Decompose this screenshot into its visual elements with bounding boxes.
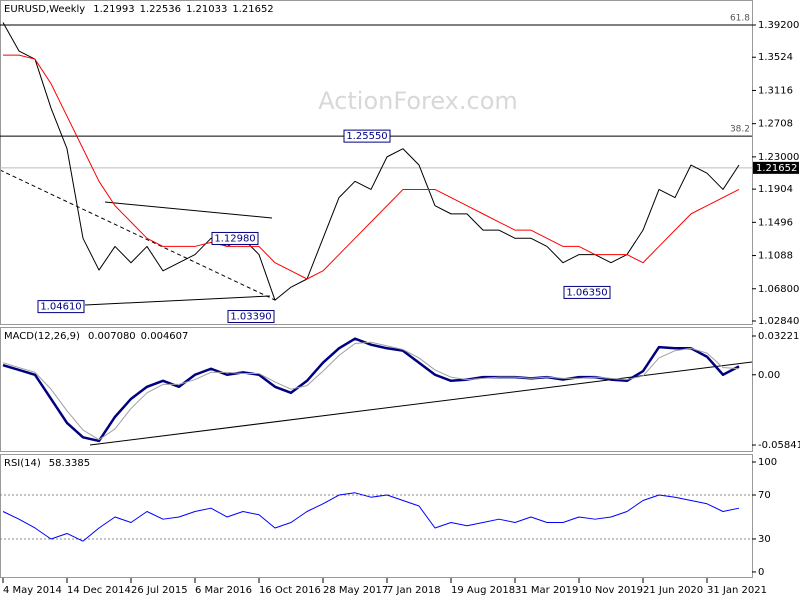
series-line bbox=[2, 492, 740, 542]
fib-label: 61.8 bbox=[730, 13, 750, 23]
last-price-label: 1.21652 bbox=[756, 163, 797, 174]
y-tick-label: 0 bbox=[758, 567, 764, 578]
trendline bbox=[0, 169, 276, 301]
price-annotation-box bbox=[563, 285, 611, 299]
y-tick-label: 1.23000 bbox=[758, 152, 799, 163]
y-tick-label: 1.39200 bbox=[758, 20, 799, 31]
trendline bbox=[104, 201, 273, 219]
x-tick-label: 21 Jun 2020 bbox=[643, 585, 703, 596]
header-value: 1.22536 bbox=[140, 4, 181, 15]
price-annotation: 1.04610 bbox=[40, 302, 81, 313]
price-annotation: 1.12980 bbox=[214, 233, 255, 244]
price-annotation: 1.06350 bbox=[566, 287, 607, 298]
x-tick-label: 16 Oct 2016 bbox=[259, 585, 321, 596]
header-value: 0.004607 bbox=[141, 331, 189, 342]
header-value: 1.21033 bbox=[186, 4, 227, 15]
panel-frame bbox=[0, 454, 753, 578]
panel-title: MACD(12,26,9) bbox=[4, 331, 80, 342]
series-line bbox=[2, 337, 740, 443]
y-tick-label: 1.06800 bbox=[758, 284, 799, 295]
watermark: ActionForex.com bbox=[318, 87, 518, 115]
series-line bbox=[2, 341, 740, 441]
panel-frame bbox=[0, 0, 753, 325]
y-tick-label: -0.058413 bbox=[758, 440, 800, 451]
x-tick-label: 14 Dec 2014 bbox=[67, 585, 131, 596]
y-tick-label: 0.00 bbox=[758, 370, 780, 381]
y-tick-label: 100 bbox=[758, 457, 777, 468]
header-value: 1.21993 bbox=[93, 4, 134, 15]
panel-title: EURUSD,Weekly bbox=[4, 4, 85, 15]
x-tick-label: 6 Mar 2016 bbox=[195, 585, 252, 596]
y-tick-label: 1.3116 bbox=[758, 85, 793, 96]
y-tick-label: 1.2708 bbox=[758, 119, 793, 130]
frames bbox=[0, 0, 753, 578]
x-tick-label: 19 Aug 2018 bbox=[451, 585, 515, 596]
x-tick-label: 7 Jan 2018 bbox=[387, 585, 441, 596]
y-tick-label: 1.02840 bbox=[758, 316, 799, 327]
trendline bbox=[84, 295, 271, 306]
series-line bbox=[3, 54, 740, 280]
x-tick-label: 31 Jan 2021 bbox=[707, 585, 767, 596]
header-value: 58.3385 bbox=[49, 458, 90, 469]
price-annotation-box bbox=[343, 129, 391, 143]
x-tick-label: 26 Jul 2015 bbox=[131, 585, 188, 596]
y-tick-label: 30 bbox=[758, 534, 771, 545]
series-line bbox=[2, 22, 740, 301]
x-tick-label: 10 Nov 2019 bbox=[579, 585, 643, 596]
y-tick-label: 1.1496 bbox=[758, 217, 793, 228]
y-tick-label: 1.1904 bbox=[758, 184, 793, 195]
price-annotation-box bbox=[227, 310, 275, 324]
fib-label: 38.2 bbox=[730, 125, 750, 135]
price-annotation: 1.25550 bbox=[346, 131, 387, 142]
x-tick-label: 31 Mar 2019 bbox=[515, 585, 578, 596]
x-tick-label: 28 May 2017 bbox=[323, 585, 388, 596]
last-price-box bbox=[753, 161, 799, 174]
price-annotation: 1.03390 bbox=[230, 312, 271, 323]
header-value: 0.007080 bbox=[88, 331, 136, 342]
header-value: 1.21652 bbox=[232, 4, 273, 15]
y-tick-label: 1.1088 bbox=[758, 251, 793, 262]
x-tick-label: 4 May 2014 bbox=[3, 585, 62, 596]
price-annotation-box bbox=[37, 300, 85, 314]
y-tick-label: 0.032215 bbox=[758, 331, 800, 342]
price-annotation-box bbox=[211, 231, 259, 245]
panel-frame bbox=[0, 327, 753, 452]
panel-title: RSI(14) bbox=[4, 458, 41, 469]
y-tick-label: 70 bbox=[758, 490, 771, 501]
y-tick-label: 1.3524 bbox=[758, 52, 793, 63]
